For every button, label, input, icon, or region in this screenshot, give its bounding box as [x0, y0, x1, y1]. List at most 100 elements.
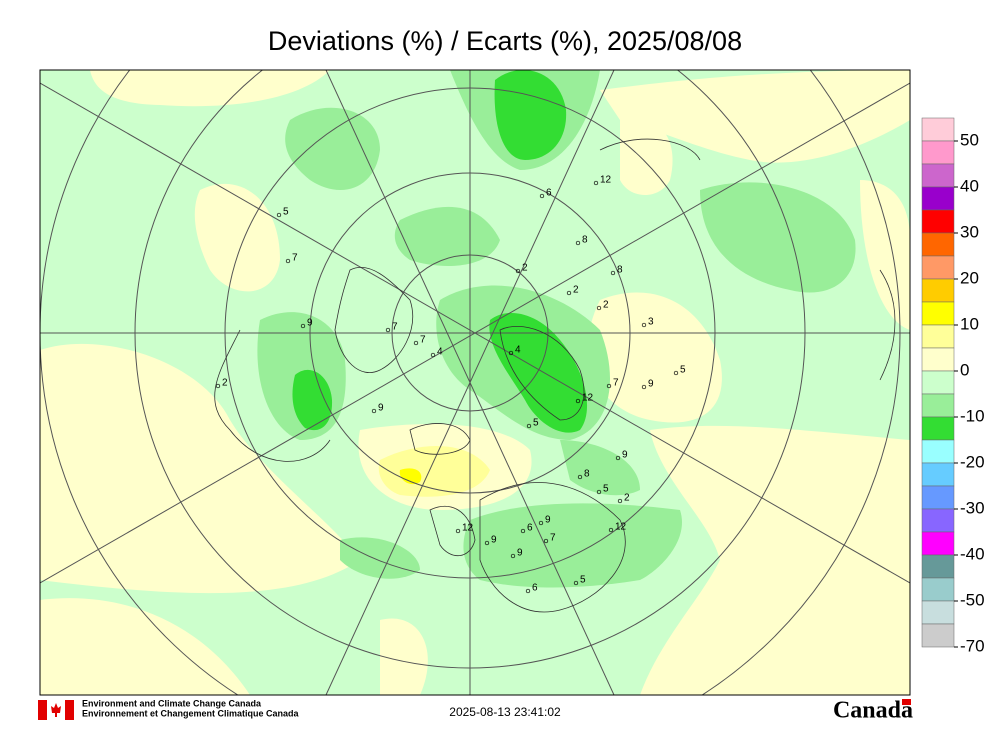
strong-negative-areas [292, 70, 588, 433]
station-marker [510, 553, 516, 559]
legend-swatch [921, 416, 955, 441]
station-marker [606, 383, 612, 389]
station-value: 4 [437, 347, 443, 358]
station-value: 12 [462, 523, 474, 534]
station-marker [538, 520, 544, 526]
legend-swatch [921, 347, 955, 372]
station-value: 7 [292, 253, 298, 264]
map-frame [39, 69, 911, 696]
station-marker [526, 423, 532, 429]
agency-french: Environnement et Changement Climatique C… [82, 708, 300, 718]
station-marker [575, 398, 581, 404]
canada-wordmark: Canada [833, 698, 913, 724]
station-marker [673, 370, 679, 376]
station-marker [575, 240, 581, 246]
legend-swatch [921, 531, 955, 556]
warm-core [399, 468, 422, 485]
legend-swatch [921, 462, 955, 487]
footer: Environment and Climate Change Canada En… [38, 698, 913, 724]
legend-label: -70 [960, 636, 985, 655]
legend-swatch [921, 577, 955, 602]
station-value: 6 [527, 523, 533, 534]
station-value: 2 [573, 285, 579, 296]
legend-label: 10 [960, 314, 979, 333]
station-value: 2 [624, 493, 630, 504]
station-value: 7 [550, 533, 556, 544]
station-value: 9 [491, 535, 497, 546]
legend-swatch [921, 209, 955, 234]
station-marker [596, 305, 602, 311]
legend-label: 0 [960, 360, 969, 379]
station-marker [430, 352, 436, 358]
legend-label: 40 [960, 176, 979, 195]
legend-swatch [921, 117, 955, 142]
station-value: 5 [580, 575, 586, 586]
station-marker [543, 538, 549, 544]
station-value: 5 [680, 365, 686, 376]
station-marker [593, 180, 599, 186]
legend-swatch [921, 255, 955, 280]
station-value: 3 [648, 317, 654, 328]
polar-grid [40, 70, 910, 695]
station-value: 7 [613, 378, 619, 389]
legend-swatch [921, 370, 955, 395]
flag-band [65, 700, 74, 720]
station-value: 5 [283, 207, 289, 218]
station-marker [215, 383, 221, 389]
station-marker [615, 455, 621, 461]
station-marker [566, 290, 572, 296]
warm-areas [378, 446, 490, 497]
legend-label: -40 [960, 544, 985, 563]
coastlines [214, 138, 896, 613]
legend-swatch [921, 232, 955, 257]
station-value: 5 [603, 484, 609, 495]
station-value: 2 [603, 300, 609, 311]
legend-label: -30 [960, 498, 985, 517]
station-value: 12 [600, 175, 612, 186]
legend-label: -10 [960, 406, 985, 425]
station-value: 9 [378, 403, 384, 414]
station-value: 6 [546, 188, 552, 199]
station-value: 7 [392, 322, 398, 333]
station-marker [276, 212, 282, 218]
station-marker [515, 268, 521, 274]
station-marker [641, 322, 647, 328]
legend-swatch [921, 439, 955, 464]
station-marker [539, 193, 545, 199]
station-marker [525, 588, 531, 594]
flag-band [38, 700, 47, 720]
station-value: 8 [582, 235, 588, 246]
station-value: 2 [522, 263, 528, 274]
station-value: 9 [307, 318, 313, 329]
legend-swatch [921, 186, 955, 211]
station-marker [300, 323, 306, 329]
timestamp: 2025-08-13 23:41:02 [449, 705, 561, 719]
legend-swatch [921, 393, 955, 418]
station-marker [484, 540, 490, 546]
station-value: 7 [420, 335, 426, 346]
station-marker [617, 498, 623, 504]
legend-swatch [921, 485, 955, 510]
legend-label: 20 [960, 268, 979, 287]
station-value: 9 [622, 450, 628, 461]
station-marker [577, 474, 583, 480]
station-marker [413, 340, 419, 346]
station-marker [508, 350, 514, 356]
legend-swatch [921, 140, 955, 165]
legend-swatch [921, 278, 955, 303]
station-value: 8 [584, 469, 590, 480]
station-value: 12 [582, 393, 594, 404]
station-value: 4 [515, 345, 521, 356]
station-marker [371, 408, 377, 414]
legend-label: -50 [960, 590, 985, 609]
station-marker [455, 528, 461, 534]
station-marker [596, 489, 602, 495]
agency-english: Environment and Climate Change Canada [82, 698, 262, 708]
station-marker [385, 327, 391, 333]
station-marker [520, 528, 526, 534]
station-marker [641, 384, 647, 390]
station-marker [610, 270, 616, 276]
